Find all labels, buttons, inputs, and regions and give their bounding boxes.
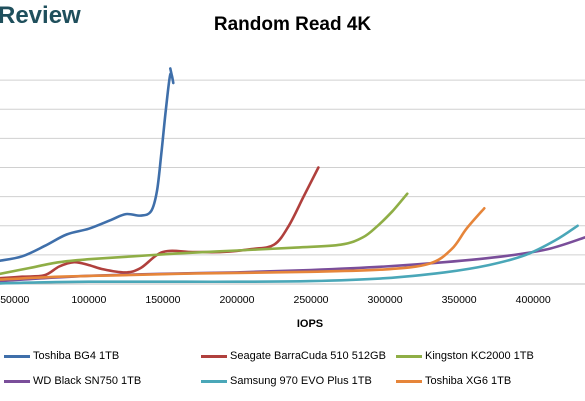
legend-swatch: [4, 379, 30, 383]
series-line-0: [0, 67, 175, 262]
legend-item: Toshiba BG4 1TB: [4, 348, 179, 364]
x-tick-label: 200000: [219, 294, 254, 306]
x-tick-label: 150000: [145, 294, 180, 306]
legend-item: WD Black SN750 1TB: [4, 373, 179, 389]
legend-label: Toshiba BG4 1TB: [33, 350, 120, 362]
x-tick-label: 400000: [516, 294, 551, 306]
chart-title: Random Read 4K: [213, 14, 372, 35]
legend-item: Seagate BarraCuda 510 512GB: [201, 348, 401, 364]
series-line-4: [0, 224, 579, 285]
site-logo: Review: [0, 2, 81, 29]
legend-swatch: [396, 354, 422, 358]
x-tick-labels: 50000 100000 150000 200000 250000 300000 35000…: [0, 294, 551, 306]
legend-label: Kingston KC2000 1TB: [425, 350, 534, 362]
legend-item: Samsung 970 EVO Plus 1TB: [201, 373, 401, 389]
legend-label: Toshiba XG6 1TB: [425, 375, 512, 387]
x-tick-label: 50000: [0, 294, 29, 306]
series-lines: [0, 67, 585, 285]
gridlines: [0, 79, 585, 285]
x-tick-label: 350000: [442, 294, 477, 306]
legend-item: Toshiba XG6 1TB: [396, 373, 585, 389]
series-line-1: [0, 166, 320, 280]
x-axis-label: IOPS: [297, 318, 323, 330]
legend-swatch: [4, 354, 30, 358]
series-line-5: [0, 207, 486, 281]
legend-label: Seagate BarraCuda 510 512GB: [230, 350, 386, 362]
legend-swatch: [201, 379, 227, 383]
x-tick-label: 300000: [368, 294, 403, 306]
legend-label: Samsung 970 EVO Plus 1TB: [230, 375, 372, 387]
x-tick-label: 250000: [293, 294, 328, 306]
series-line-2: [0, 192, 409, 276]
x-tick-label: 100000: [71, 294, 106, 306]
legend-swatch: [396, 379, 422, 383]
legend-item: Kingston KC2000 1TB: [396, 348, 585, 364]
legend-label: WD Black SN750 1TB: [33, 375, 142, 387]
legend-swatch: [201, 354, 227, 358]
